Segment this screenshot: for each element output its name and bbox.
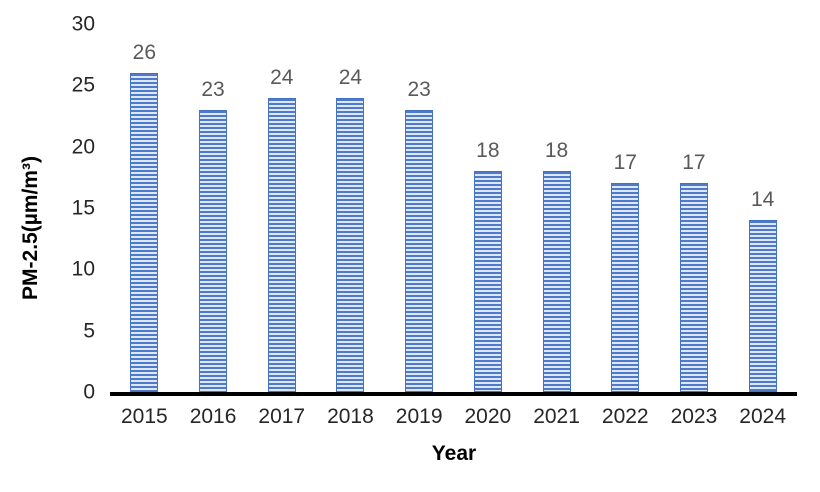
x-axis-line xyxy=(110,392,797,396)
y-axis-tick-labels: 0 5 10 15 20 25 30 xyxy=(0,14,95,403)
bar-value-label: 17 xyxy=(613,151,637,175)
y-tick-label: 10 xyxy=(71,257,95,281)
bar-2024 xyxy=(748,220,777,392)
x-axis-tick-labels: 2015 2016 2017 2018 2019 2020 2021 2022 2023 2024 xyxy=(110,405,797,431)
y-tick-label: 5 xyxy=(83,319,95,343)
y-tick-label: 15 xyxy=(71,196,95,220)
y-tick-label: 20 xyxy=(71,135,95,159)
bar-value-label: 14 xyxy=(750,188,775,212)
bar-value-label: 17 xyxy=(682,151,706,175)
x-tick-label: 2016 xyxy=(189,405,237,428)
x-tick-label: 2019 xyxy=(395,405,443,428)
y-tick-label: 30 xyxy=(71,12,95,36)
bar-2021 xyxy=(542,171,571,392)
x-tick-label: 2015 xyxy=(120,405,168,428)
bar-2020 xyxy=(473,171,502,392)
bar-value-label: 24 xyxy=(270,65,294,89)
y-tick-label: 25 xyxy=(71,73,95,97)
y-tick-label: 0 xyxy=(83,380,95,404)
x-tick-label: 2018 xyxy=(327,405,374,428)
bar-value-label: 23 xyxy=(201,77,225,101)
bar-2023 xyxy=(679,183,708,392)
x-tick-label: 2021 xyxy=(533,405,580,428)
x-tick-label: 2022 xyxy=(601,405,649,428)
bar-value-label: 18 xyxy=(544,139,569,163)
plot-area: 26 23 24 24 23 18 18 17 17 14 xyxy=(110,24,797,392)
bar-value-label: 18 xyxy=(476,139,500,163)
bar-2016 xyxy=(199,109,228,392)
bar-2018 xyxy=(336,97,365,392)
x-tick-label: 2024 xyxy=(739,405,786,428)
x-tick-label: 2020 xyxy=(464,405,512,428)
bar-2022 xyxy=(611,183,640,392)
bar-value-label: 26 xyxy=(132,41,157,65)
bar-value-label: 24 xyxy=(338,65,363,89)
bar-2015 xyxy=(130,73,159,392)
x-tick-label: 2023 xyxy=(670,405,718,428)
bar-value-label: 23 xyxy=(407,77,431,101)
x-axis-title: Year xyxy=(431,442,477,465)
bar-2019 xyxy=(405,109,434,392)
bar-2017 xyxy=(267,97,296,392)
x-tick-label: 2017 xyxy=(258,405,306,428)
